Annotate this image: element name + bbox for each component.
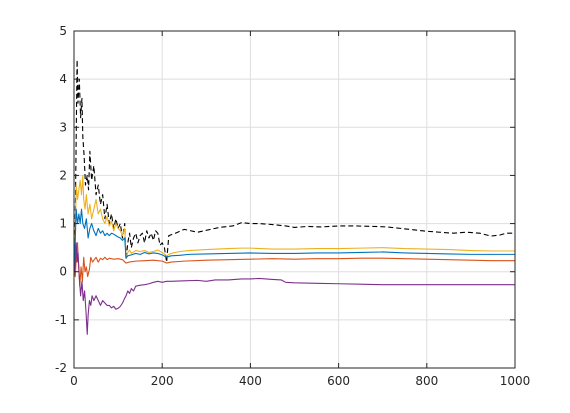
series-line-3: [73, 208, 515, 267]
y-tick-label: 3: [59, 120, 67, 134]
series-line-4: [73, 242, 515, 287]
series-line-1: [73, 59, 515, 267]
series-group: [73, 59, 515, 335]
axes: [73, 30, 516, 369]
series-line-2: [73, 174, 515, 267]
y-tick-label: 1: [59, 217, 67, 231]
x-tick-label: 200: [151, 374, 174, 388]
y-tick-label: -1: [55, 313, 67, 327]
y-tick-label: 0: [59, 265, 67, 279]
x-tick-label: 400: [239, 374, 262, 388]
y-tick-label: 2: [59, 168, 67, 182]
y-tick-label: 4: [59, 72, 67, 86]
x-tick-label: 800: [415, 374, 438, 388]
tick-labels: 0 200 400 600 800 1000 -2 -1 0 1 2 3 4 5: [55, 24, 530, 388]
y-tick-label: 5: [59, 24, 67, 38]
y-tick-label: -2: [55, 361, 67, 375]
x-tick-label: 1000: [500, 374, 531, 388]
x-tick-label: 600: [327, 374, 350, 388]
series-line-5: [73, 242, 515, 335]
x-tick-label: 0: [70, 374, 78, 388]
grid: [74, 31, 515, 368]
axes-box: [73, 30, 516, 369]
